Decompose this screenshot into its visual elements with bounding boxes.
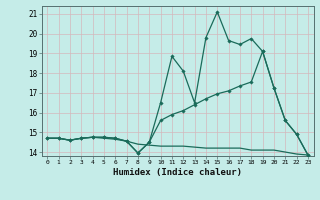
X-axis label: Humidex (Indice chaleur): Humidex (Indice chaleur) [113,168,242,177]
